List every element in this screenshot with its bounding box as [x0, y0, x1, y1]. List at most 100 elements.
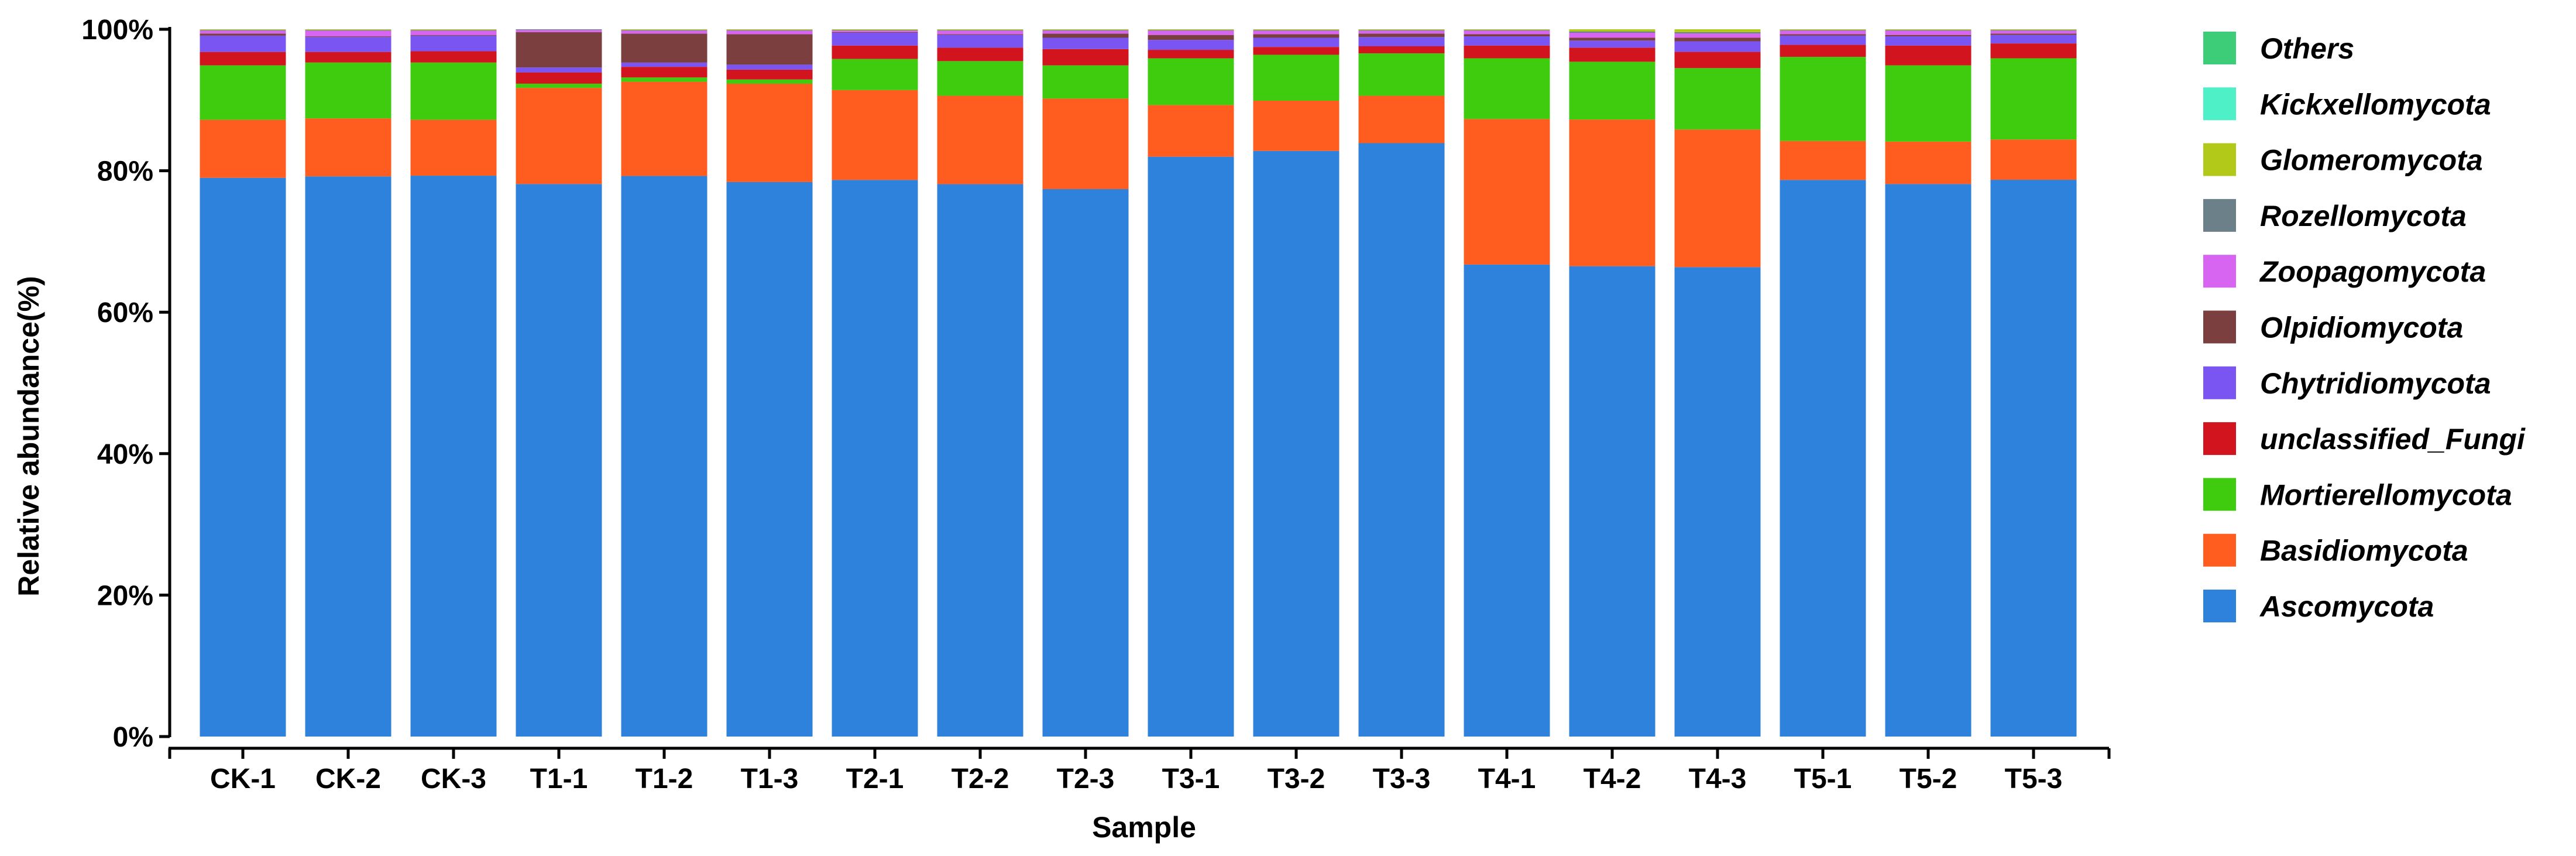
legend-swatch-others	[2203, 32, 2236, 64]
bar-segment-mortierellomycota-t1-3	[726, 79, 813, 84]
legend-swatch-olpidiomycota	[2203, 310, 2236, 344]
bar-segment-zoopagomycota-ck-1	[200, 30, 286, 34]
bar-segment-olpidiomycota-ck-3	[410, 35, 497, 36]
bar-segment-chytridiomycota-t4-2	[1569, 40, 1655, 48]
bar-segment-chytridiomycota-t2-3	[1042, 37, 1129, 49]
legend-swatch-rozellomycota	[2203, 198, 2236, 232]
bar-segment-olpidiomycota-t2-3	[1042, 33, 1129, 38]
bar-segment-unclassified-fungi-t2-2	[937, 47, 1023, 61]
legend-swatch-zoopagomycota	[2203, 255, 2236, 288]
legend-label-unclassified-fungi: unclassified_Fungi	[2260, 423, 2526, 456]
bar-segment-chytridiomycota-t2-1	[832, 33, 918, 46]
bar-segment-zoopagomycota-t4-1	[1464, 30, 1550, 35]
bar-segment-ascomycota-t5-2	[1885, 184, 1972, 737]
x-tick-label: CK-1	[210, 763, 276, 795]
bar-segment-basidiomycota-t5-2	[1885, 141, 1972, 184]
bar-segment-olpidiomycota-t5-2	[1885, 35, 1972, 37]
bar-segment-unclassified-fungi-t3-2	[1253, 47, 1339, 55]
bar-segment-glomeromycota-t3-1	[1148, 29, 1234, 30]
bar-segment-chytridiomycota-t3-3	[1358, 37, 1445, 46]
bar-segment-unclassified-fungi-t2-1	[832, 45, 918, 59]
bar-segment-ascomycota-t2-2	[937, 184, 1023, 737]
bar-segment-zoopagomycota-t4-3	[1674, 33, 1761, 38]
x-tick-label: T4-3	[1689, 763, 1747, 795]
bar-segment-chytridiomycota-t5-2	[1885, 36, 1972, 46]
bar-segment-zoopagomycota-t5-1	[1780, 30, 1866, 35]
bar-segment-chytridiomycota-t4-3	[1674, 41, 1761, 52]
bar-segment-chytridiomycota-t3-2	[1253, 37, 1339, 47]
bar-segment-glomeromycota-t3-3	[1358, 29, 1445, 30]
bar-segment-glomeromycota-t2-3	[1042, 29, 1129, 30]
bar-segment-ascomycota-t1-3	[726, 182, 813, 737]
legend-swatch-glomeromycota	[2203, 143, 2236, 176]
bar-segment-glomeromycota-t4-2	[1569, 29, 1655, 32]
bar-segment-unclassified-fungi-t5-3	[1990, 43, 2077, 59]
bar-segment-ascomycota-t3-1	[1148, 156, 1234, 737]
bar-segment-olpidiomycota-t3-3	[1358, 33, 1445, 37]
bar-segment-basidiomycota-t2-3	[1042, 98, 1129, 190]
legend-swatch-ascomycota	[2203, 590, 2236, 622]
bar-segment-glomeromycota-ck-2	[305, 29, 391, 30]
bar-segment-mortierellomycota-t2-1	[832, 59, 918, 90]
bar-segment-zoopagomycota-t3-3	[1358, 30, 1445, 34]
bar-segment-unclassified-fungi-t4-1	[1464, 45, 1550, 59]
bar-segment-unclassified-fungi-ck-1	[200, 52, 286, 66]
bar-segment-ascomycota-t5-1	[1780, 180, 1866, 737]
bar-segment-chytridiomycota-t1-2	[621, 62, 707, 67]
bar-segment-olpidiomycota-t4-3	[1674, 37, 1761, 42]
bar-segment-glomeromycota-t5-1	[1780, 29, 1866, 30]
bar-segment-rozellomycota-t4-3	[1674, 32, 1761, 34]
bar-segment-ascomycota-t3-2	[1253, 150, 1339, 737]
bar-segment-chytridiomycota-t1-1	[516, 67, 602, 73]
x-tick-label: T3-3	[1373, 763, 1431, 795]
bar-segment-chytridiomycota-ck-1	[200, 35, 286, 52]
bar-segment-basidiomycota-t2-1	[832, 90, 918, 180]
bar-segment-chytridiomycota-ck-3	[410, 35, 497, 52]
bar-segment-unclassified-fungi-ck-3	[410, 51, 497, 63]
bar-segment-unclassified-fungi-t4-3	[1674, 52, 1761, 69]
bar-segment-glomeromycota-ck-1	[200, 29, 286, 30]
bar-segment-olpidiomycota-t2-2	[937, 34, 1023, 35]
bar-segment-mortierellomycota-ck-1	[200, 65, 286, 120]
legend-swatch-kickxellomycota	[2203, 87, 2236, 121]
bar-segment-ascomycota-t1-1	[516, 184, 602, 737]
x-tick-label: T1-2	[636, 763, 693, 795]
bar-segment-basidiomycota-t3-1	[1148, 105, 1234, 157]
bar-segment-zoopagomycota-t4-2	[1569, 33, 1655, 38]
legend-swatch-mortierellomycota	[2203, 478, 2236, 511]
y-tick-label: 100%	[81, 15, 153, 46]
x-tick-label: CK-3	[421, 763, 486, 795]
bars-group	[200, 29, 2077, 737]
bar-segment-rozellomycota-t4-2	[1569, 31, 1655, 33]
bar-segment-mortierellomycota-t1-1	[516, 83, 602, 88]
bar-segment-unclassified-fungi-t1-3	[726, 69, 813, 80]
bar-segment-glomeromycota-t2-1	[832, 29, 918, 30]
bar-segment-zoopagomycota-ck-2	[305, 30, 391, 37]
bar-segment-olpidiomycota-ck-1	[200, 33, 286, 36]
bar-segment-basidiomycota-t2-2	[937, 95, 1023, 184]
bar-segment-olpidiomycota-t1-1	[516, 32, 602, 68]
x-tick-label: T4-1	[1478, 763, 1536, 795]
bar-segment-glomeromycota-t1-3	[726, 29, 813, 30]
bar-segment-unclassified-fungi-t1-2	[621, 67, 707, 78]
bar-segment-unclassified-fungi-ck-2	[305, 52, 391, 63]
bar-segment-chytridiomycota-t3-1	[1148, 40, 1234, 50]
bar-segment-ascomycota-t3-3	[1358, 143, 1445, 737]
bar-segment-olpidiomycota-t3-2	[1253, 34, 1339, 38]
legend: Others Kickxellomycota Glomeromycota Rozell…	[2203, 32, 2526, 623]
bar-segment-basidiomycota-t1-2	[621, 81, 707, 176]
bar-segment-olpidiomycota-t1-3	[726, 34, 813, 65]
bar-segment-zoopagomycota-t3-2	[1253, 30, 1339, 35]
bar-segment-glomeromycota-t4-1	[1464, 29, 1550, 30]
legend-label-mortierellomycota: Mortierellomycota	[2260, 478, 2512, 511]
bar-segment-basidiomycota-t1-3	[726, 84, 813, 182]
y-tick-label: 20%	[97, 580, 153, 611]
bar-segment-mortierellomycota-t1-2	[621, 77, 707, 82]
bar-segment-rozellomycota-t1-1	[516, 29, 602, 30]
legend-label-chytridiomycota: Chytridiomycota	[2260, 367, 2491, 400]
bar-segment-ascomycota-t4-3	[1674, 267, 1761, 737]
bar-segment-olpidiomycota-t5-3	[1990, 33, 2077, 35]
legend-label-others: Others	[2260, 32, 2354, 65]
bar-segment-unclassified-fungi-t4-2	[1569, 47, 1655, 62]
legend-swatch-chytridiomycota	[2203, 366, 2236, 399]
